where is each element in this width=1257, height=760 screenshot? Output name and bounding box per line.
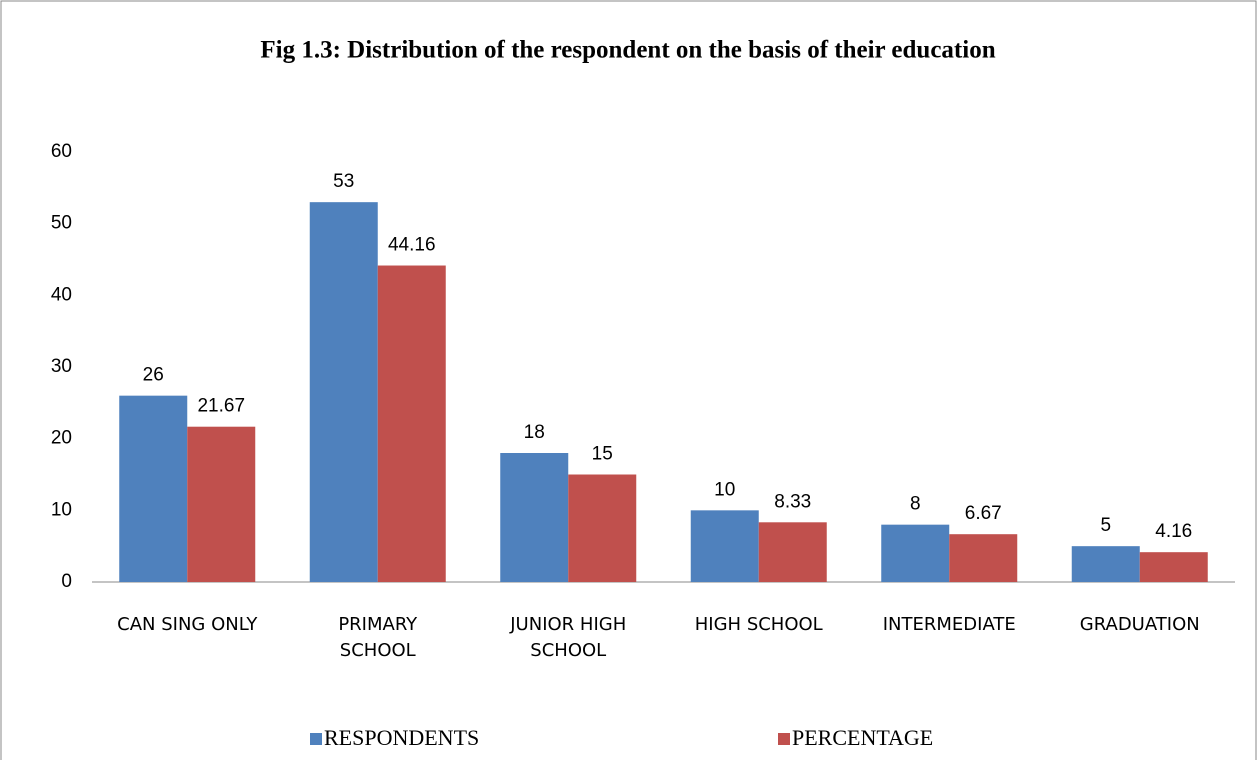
x-tick-label: CAN SING ONLY	[117, 614, 258, 635]
y-tick-label: 20	[51, 428, 72, 449]
bar	[187, 426, 256, 582]
y-tick-label: 30	[51, 356, 72, 377]
bar	[1139, 552, 1208, 582]
bar	[119, 395, 188, 582]
bar	[690, 510, 759, 582]
bar	[881, 524, 950, 582]
bar	[568, 474, 637, 582]
bar	[758, 522, 827, 582]
data-label: 6.67	[965, 503, 1002, 524]
bar	[949, 534, 1018, 582]
data-label: 26	[143, 365, 164, 386]
y-tick-label: 60	[51, 141, 72, 162]
data-label: 8	[910, 494, 921, 515]
chart-title: Fig 1.3: Distribution of the respondent …	[260, 37, 995, 64]
bar	[309, 202, 378, 582]
y-tick-label: 0	[61, 571, 72, 592]
legend-swatch	[310, 733, 322, 745]
y-tick-label: 40	[51, 284, 72, 305]
data-label: 8.33	[774, 491, 811, 512]
x-tick-label: PRIMARY SCHOOL	[338, 614, 418, 661]
bar	[500, 453, 569, 582]
x-tick-label: INTERMEDIATE	[882, 614, 1016, 635]
data-label: 53	[333, 171, 354, 192]
data-label: 18	[524, 422, 545, 443]
y-tick-label: 10	[51, 499, 72, 520]
data-label: 15	[592, 444, 613, 465]
data-label: 44.16	[388, 235, 436, 256]
data-label: 10	[714, 479, 735, 500]
data-label: 5	[1100, 515, 1111, 536]
x-tick-label: HIGH SCHOOL	[694, 614, 823, 635]
bar	[377, 265, 446, 582]
legend-swatch	[778, 733, 790, 745]
data-label: 21.67	[197, 396, 245, 417]
y-tick-label: 50	[51, 213, 72, 234]
x-tick-label: GRADUATION	[1079, 614, 1200, 635]
data-label: 4.16	[1155, 521, 1192, 542]
legend-label: RESPONDENTS	[324, 725, 479, 750]
bar	[1071, 546, 1140, 582]
legend-label: PERCENTAGE	[792, 725, 933, 750]
x-tick-label: JUNIOR HIGH SCHOOL	[510, 614, 627, 661]
